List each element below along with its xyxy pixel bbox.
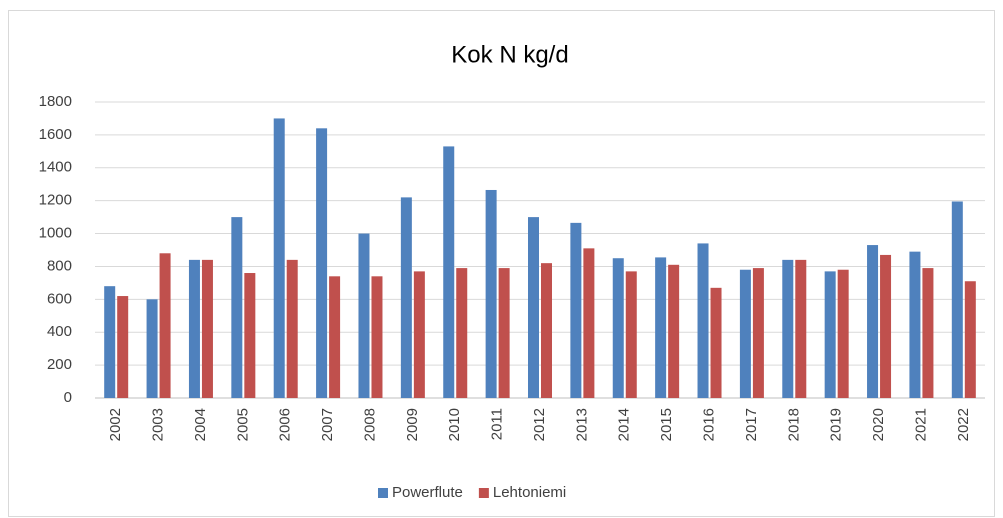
bar: [146, 299, 158, 398]
x-tick-label: 2014: [616, 408, 633, 441]
bar: [485, 189, 497, 398]
x-tick-label: 2007: [319, 408, 336, 441]
y-tick-label: 800: [47, 257, 72, 274]
bar: [951, 201, 963, 398]
bar: [541, 263, 552, 398]
x-tick-label: 2021: [912, 408, 929, 441]
bar: [371, 276, 383, 398]
bar: [612, 258, 624, 398]
x-tick-label: 2022: [955, 408, 972, 441]
y-tick-label: 1600: [39, 126, 72, 143]
x-tick-label: 2019: [828, 408, 845, 441]
bar: [244, 273, 256, 398]
x-tick-label: 2005: [234, 408, 251, 441]
y-tick-label: 1000: [39, 225, 72, 242]
bar: [739, 269, 751, 398]
x-tick-label: 2004: [192, 408, 209, 441]
bar: [782, 259, 794, 398]
bar: [697, 243, 709, 398]
y-tick-label: 600: [47, 290, 72, 307]
y-tick-label: 400: [47, 323, 72, 340]
bar: [413, 271, 425, 398]
legend-label: Lehtoniemi: [493, 484, 566, 501]
x-tick-label: 2017: [743, 408, 760, 441]
bar: [117, 296, 129, 398]
bar: [668, 264, 680, 398]
bar: [837, 269, 849, 398]
bar: [159, 253, 171, 398]
bar: [316, 128, 328, 399]
bar: [909, 251, 921, 398]
legend-label: Powerflute: [392, 484, 463, 501]
bar: [443, 146, 455, 398]
bar: [329, 276, 341, 398]
x-tick-label: 2016: [700, 408, 717, 441]
bar: [964, 281, 976, 398]
x-tick-label: 2012: [531, 408, 548, 441]
bar: [710, 287, 722, 398]
bar: [922, 268, 934, 398]
y-tick-label: 1200: [39, 192, 72, 209]
bar: [880, 254, 892, 398]
y-tick-label: 0: [64, 389, 72, 406]
chart-border: [8, 10, 995, 517]
bar: [625, 271, 637, 398]
x-tick-label: 2020: [870, 408, 887, 441]
bar: [570, 222, 582, 398]
x-tick-label: 2015: [658, 408, 675, 441]
bar: [583, 248, 595, 398]
bar: [104, 286, 116, 398]
x-tick-label: 2011: [489, 408, 506, 440]
bar: [201, 259, 213, 398]
y-tick-label: 200: [47, 356, 72, 373]
bar: [456, 268, 468, 398]
chart-title: Kok N kg/d: [451, 41, 568, 68]
x-tick-label: 2003: [150, 408, 167, 441]
bar: [231, 217, 243, 398]
bar: [824, 271, 836, 398]
y-tick-label: 1800: [39, 93, 72, 110]
bar: [528, 217, 539, 398]
x-tick-label: 2008: [361, 408, 378, 441]
bar: [867, 245, 879, 398]
bar: [400, 197, 412, 398]
bar: [795, 259, 807, 398]
x-tick-label: 2002: [107, 408, 124, 441]
legend-swatch: [378, 488, 388, 498]
legend-swatch: [478, 488, 489, 498]
bar: [498, 268, 510, 398]
bar: [286, 259, 298, 398]
bar: [358, 233, 370, 398]
x-tick-label: 2006: [277, 408, 294, 441]
bar: [273, 118, 285, 398]
y-tick-label: 1400: [39, 159, 72, 176]
bar: [655, 257, 667, 398]
bar: [752, 268, 764, 398]
bar: [188, 259, 200, 398]
x-tick-label: 2018: [785, 408, 802, 441]
x-tick-label: 2009: [404, 408, 421, 441]
x-tick-label: 2013: [573, 408, 590, 441]
x-tick-label: 2010: [446, 408, 463, 441]
